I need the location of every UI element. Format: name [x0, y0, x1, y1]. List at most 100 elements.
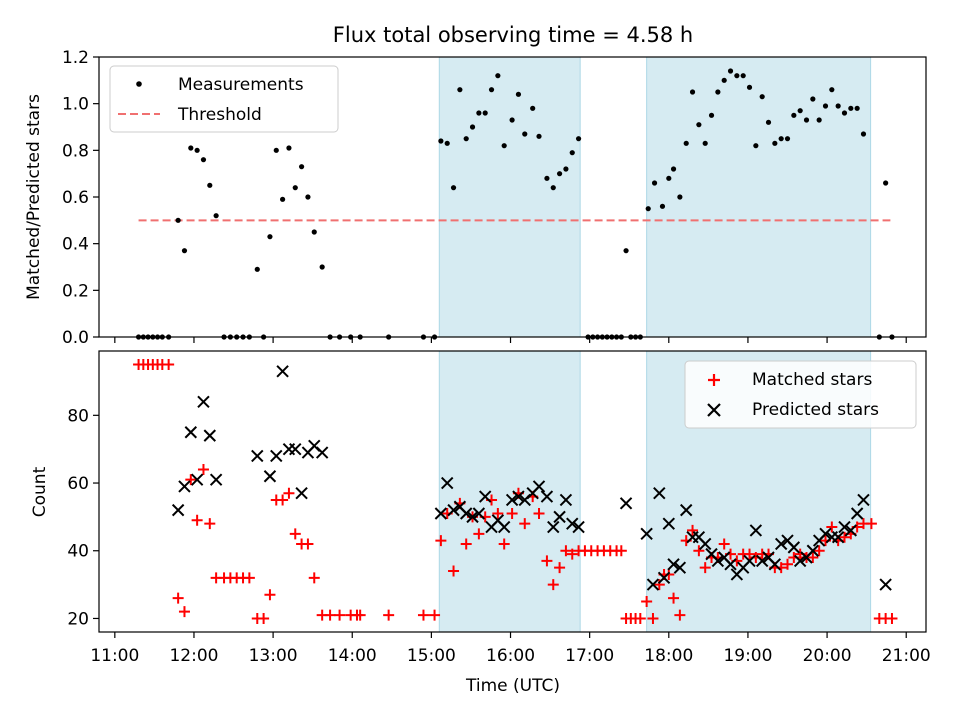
predicted-star-point	[831, 530, 845, 544]
measurement-point	[623, 248, 629, 254]
measurement-point	[444, 140, 450, 146]
ratio-x-ticks	[114, 337, 907, 343]
matched-star-point	[277, 494, 289, 506]
predicted-star-point	[203, 429, 217, 442]
matched-star-point	[354, 609, 366, 621]
predicted-star-point	[547, 520, 560, 534]
matched-star-point	[283, 487, 295, 499]
measurement-point	[476, 110, 482, 116]
matched-star-point	[519, 518, 531, 530]
predicted-star-point	[657, 571, 671, 585]
measurement-point	[501, 143, 507, 149]
x-tick-label: 15:00	[407, 646, 456, 666]
predicted-star-point	[711, 554, 725, 568]
predicted-star-point	[819, 527, 832, 541]
x-axis-label: Time (UTC)	[465, 676, 560, 696]
measurement-point	[194, 147, 200, 153]
matched-star-point	[163, 359, 175, 371]
chart-title: Flux total observing time = 4.58 h	[333, 23, 693, 47]
measurement-point	[280, 196, 286, 202]
predicted-star-point	[680, 503, 693, 517]
measurement-point	[854, 105, 860, 111]
predicted-star-point	[251, 449, 264, 463]
matched-star-point	[865, 518, 877, 530]
matched-star-point	[460, 538, 472, 550]
measurement-point	[702, 140, 708, 146]
legend-predicted-marker	[707, 403, 721, 417]
measurement-point	[666, 175, 672, 181]
ratio-y-ticks: 0.0 0.2 0.4 0.6 0.8 1.0 1.2	[62, 48, 99, 348]
measurement-point	[670, 166, 677, 172]
predicted-star-point	[768, 558, 782, 571]
matched-star-point	[435, 535, 447, 547]
measurement-point	[778, 136, 784, 142]
count-x-ticks: 11:00 12:00 13:00 14:00 15:00 16:00 17:00 18:00…	[90, 632, 931, 666]
predicted-star-point	[315, 446, 329, 459]
predicted-star-point	[289, 442, 302, 456]
measurement-point	[810, 96, 816, 102]
measurement-point	[286, 145, 292, 151]
matched-star-point	[634, 612, 646, 624]
predicted-star-point	[459, 507, 473, 520]
x-tick-label: 18:00	[644, 646, 693, 666]
ratio-y-axis-label: Matched/Predicted stars	[24, 94, 44, 300]
count-axes-frame	[98, 350, 927, 633]
measurement-point	[273, 147, 279, 153]
matched-star-point	[718, 538, 730, 550]
measurement-point	[727, 68, 734, 74]
x-tick-label: 14:00	[328, 646, 377, 666]
predicted-star-point	[190, 473, 204, 486]
matched-star-point	[324, 609, 336, 621]
measurement-point	[797, 108, 803, 114]
matched-star-point	[554, 562, 566, 574]
measurement-point	[659, 203, 666, 209]
measurement-point	[488, 87, 495, 93]
measurement-point	[575, 136, 582, 142]
matched-star-point	[383, 609, 395, 621]
measurement-point	[841, 110, 848, 116]
count-y-axis-label: Count	[30, 466, 50, 517]
matched-star-point	[699, 562, 711, 574]
matched-star-point	[744, 548, 756, 560]
measurement-point	[753, 143, 759, 149]
top-y-tick-label: 1.2	[62, 48, 89, 68]
matched-star-point	[498, 538, 510, 550]
measurement-point	[784, 136, 791, 142]
measurement-point	[213, 213, 219, 219]
legend-predicted-label: Predicted stars	[752, 400, 879, 420]
measurement-point	[509, 117, 515, 123]
measurement-point	[683, 140, 689, 146]
predicted-star-point	[572, 520, 585, 534]
measurement-point	[740, 73, 746, 79]
measurement-point	[495, 73, 501, 79]
predicted-star-point	[276, 365, 289, 378]
measurement-point	[765, 119, 772, 125]
predicted-star-point	[646, 578, 660, 591]
predicted-star-point	[512, 490, 525, 503]
measurement-point	[816, 117, 822, 123]
predicted-star-point	[505, 493, 519, 507]
predicted-star-point	[178, 480, 191, 493]
measurement-point	[550, 185, 556, 191]
x-tick-label: 21:00	[882, 646, 931, 666]
measurement-point	[536, 133, 542, 139]
measurement-point	[746, 84, 753, 90]
measurement-point	[522, 131, 528, 137]
x-tick-label: 16:00	[486, 646, 535, 666]
matched-star-point	[448, 565, 460, 577]
predicted-star-point	[263, 470, 277, 483]
matched-star-point	[506, 508, 518, 520]
top-y-tick-label: 1.0	[62, 95, 89, 115]
predicted-star-point	[171, 503, 185, 517]
bot-shaded-interval-0	[438, 350, 581, 633]
matched-star-point	[178, 606, 190, 618]
predicted-star-point	[793, 554, 807, 568]
matched-star-point	[560, 545, 572, 557]
measurement-point	[530, 105, 536, 111]
predicted-star-point	[743, 554, 756, 568]
matched-star-point	[492, 508, 504, 520]
measurement-point	[188, 145, 194, 151]
measurement-point	[200, 157, 207, 163]
measurement-point	[311, 229, 317, 235]
top-y-tick-label: 0.2	[62, 281, 89, 301]
